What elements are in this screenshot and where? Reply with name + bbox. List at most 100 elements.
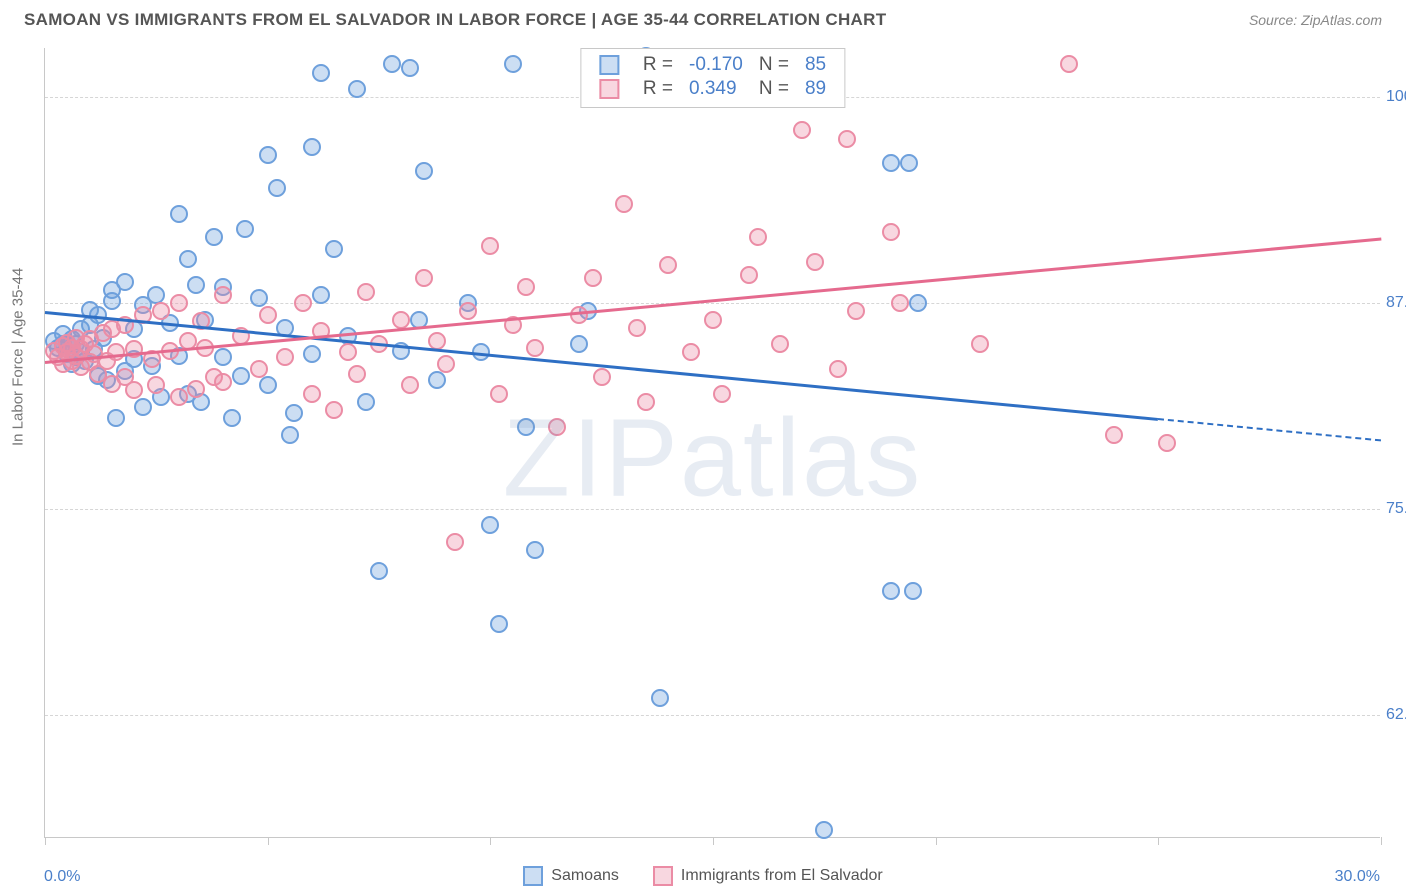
data-point <box>116 273 134 291</box>
x-tick <box>1158 837 1159 845</box>
gridline <box>45 303 1380 304</box>
data-point <box>268 179 286 197</box>
data-point <box>481 516 499 534</box>
data-point <box>259 306 277 324</box>
source-attribution: Source: ZipAtlas.com <box>1249 12 1382 28</box>
data-point <box>615 195 633 213</box>
series-legend: Samoans Immigrants from El Salvador <box>0 866 1406 886</box>
y-tick-label: 75.0% <box>1386 500 1406 518</box>
data-point <box>459 302 477 320</box>
legend-n-label: N = <box>751 77 797 101</box>
data-point <box>401 59 419 77</box>
trend-line <box>45 311 1159 421</box>
chart-title: SAMOAN VS IMMIGRANTS FROM EL SALVADOR IN… <box>24 10 886 30</box>
data-point <box>628 319 646 337</box>
data-point <box>793 121 811 139</box>
legend-n-label: N = <box>751 53 797 77</box>
legend-swatch <box>653 866 673 886</box>
data-point <box>771 335 789 353</box>
data-point <box>134 398 152 416</box>
data-point <box>236 220 254 238</box>
data-point <box>682 343 700 361</box>
data-point <box>187 380 205 398</box>
trend-line <box>1158 418 1381 441</box>
legend-item: Immigrants from El Salvador <box>653 866 883 886</box>
legend-item: Samoans <box>523 866 619 886</box>
data-point <box>187 276 205 294</box>
data-point <box>223 409 241 427</box>
legend-n-value: 89 <box>797 77 834 101</box>
data-point <box>526 541 544 559</box>
y-tick-label: 87.5% <box>1386 294 1406 312</box>
data-point <box>107 343 125 361</box>
data-point <box>103 292 121 310</box>
data-point <box>170 388 188 406</box>
data-point <box>401 376 419 394</box>
data-point <box>882 582 900 600</box>
data-point <box>276 348 294 366</box>
y-tick-label: 100.0% <box>1386 88 1406 106</box>
data-point <box>829 360 847 378</box>
data-point <box>637 393 655 411</box>
data-point <box>437 355 455 373</box>
data-point <box>815 821 833 839</box>
data-point <box>214 348 232 366</box>
data-point <box>370 562 388 580</box>
data-point <box>900 154 918 172</box>
data-point <box>250 360 268 378</box>
data-point <box>548 418 566 436</box>
y-tick-label: 62.5% <box>1386 706 1406 724</box>
data-point <box>490 385 508 403</box>
legend-r-value: 0.349 <box>681 77 751 101</box>
data-point <box>205 228 223 246</box>
data-point <box>383 55 401 73</box>
y-axis-label: In Labor Force | Age 35-44 <box>10 268 27 446</box>
data-point <box>357 393 375 411</box>
data-point <box>713 385 731 403</box>
data-point <box>152 302 170 320</box>
data-point <box>1105 426 1123 444</box>
data-point <box>325 401 343 419</box>
data-point <box>847 302 865 320</box>
data-point <box>891 294 909 312</box>
data-point <box>415 162 433 180</box>
data-point <box>504 55 522 73</box>
legend-swatch <box>599 79 619 99</box>
data-point <box>882 154 900 172</box>
data-point <box>339 343 357 361</box>
data-point <box>838 130 856 148</box>
data-point <box>170 205 188 223</box>
data-point <box>392 311 410 329</box>
data-point <box>348 365 366 383</box>
data-point <box>147 376 165 394</box>
legend-n-value: 85 <box>797 53 834 77</box>
gridline <box>45 509 1380 510</box>
data-point <box>415 269 433 287</box>
data-point <box>147 286 165 304</box>
data-point <box>490 615 508 633</box>
data-point <box>179 250 197 268</box>
legend-r-label: R = <box>635 77 681 101</box>
data-point <box>170 294 188 312</box>
data-point <box>904 582 922 600</box>
data-point <box>1060 55 1078 73</box>
data-point <box>281 426 299 444</box>
data-point <box>312 64 330 82</box>
correlation-legend: R =-0.170N =85R =0.349N =89 <box>580 48 845 108</box>
data-point <box>348 80 366 98</box>
legend-series-name: Samoans <box>551 867 619 884</box>
data-point <box>584 269 602 287</box>
data-point <box>517 278 535 296</box>
data-point <box>125 381 143 399</box>
legend-swatch <box>599 55 619 75</box>
data-point <box>909 294 927 312</box>
data-point <box>232 367 250 385</box>
data-point <box>303 345 321 363</box>
data-point <box>214 373 232 391</box>
data-point <box>806 253 824 271</box>
data-point <box>250 289 268 307</box>
data-point <box>107 409 125 427</box>
legend-r-label: R = <box>635 53 681 77</box>
data-point <box>526 339 544 357</box>
data-point <box>259 146 277 164</box>
